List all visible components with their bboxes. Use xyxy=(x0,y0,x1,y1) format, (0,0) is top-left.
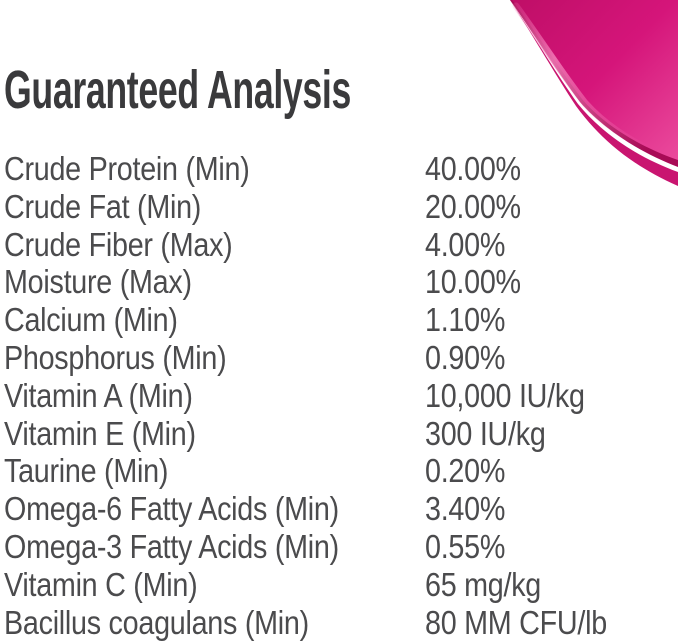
page-title: Guaranteed Analysis xyxy=(4,60,351,120)
nutrient-value: 10.00% xyxy=(425,263,521,301)
nutrient-value: 0.55% xyxy=(425,527,506,565)
table-row: Phosphorus (Min) 0.90% xyxy=(0,339,678,377)
nutrient-value: 1.10% xyxy=(425,301,506,339)
nutrient-value: 10,000 IU/kg xyxy=(425,376,585,414)
ribbon-dark-rim xyxy=(510,0,678,167)
table-row: Vitamin C (Min) 65 mg/kg xyxy=(0,566,678,604)
table-row: Vitamin A (Min) 10,000 IU/kg xyxy=(0,377,678,415)
nutrient-name: Omega-6 Fatty Acids (Min) xyxy=(4,490,339,528)
ribbon-white-gap xyxy=(510,0,678,172)
table-row: Crude Fiber (Max) 4.00% xyxy=(0,226,678,264)
analysis-table: Crude Protein (Min) 40.00% Crude Fat (Mi… xyxy=(0,150,678,641)
nutrient-value: 0.90% xyxy=(425,338,506,376)
table-row: Omega-6 Fatty Acids (Min) 3.40% xyxy=(0,490,678,528)
nutrient-name: Bacillus coagulans (Min) xyxy=(4,603,309,641)
nutrient-value: 80 MM CFU/lb xyxy=(425,603,607,641)
ribbon-body xyxy=(512,0,678,160)
table-row: Crude Protein (Min) 40.00% xyxy=(0,150,678,188)
table-row: Moisture (Max) 10.00% xyxy=(0,263,678,301)
table-row: Crude Fat (Min) 20.00% xyxy=(0,188,678,226)
nutrient-value: 20.00% xyxy=(425,187,521,225)
nutrient-name: Crude Fiber (Max) xyxy=(4,225,233,263)
table-row: Bacillus coagulans (Min) 80 MM CFU/lb xyxy=(0,604,678,642)
nutrient-value: 65 mg/kg xyxy=(425,565,542,603)
nutrient-name: Omega-3 Fatty Acids (Min) xyxy=(4,527,339,565)
nutrient-value: 40.00% xyxy=(425,150,521,187)
nutrient-name: Vitamin A (Min) xyxy=(4,376,193,414)
nutrient-name: Moisture (Max) xyxy=(4,263,192,301)
nutrient-value: 300 IU/kg xyxy=(425,414,546,452)
ribbon-gloss-highlight xyxy=(512,2,650,152)
table-row: Vitamin E (Min) 300 IU/kg xyxy=(0,415,678,453)
nutrient-name: Vitamin E (Min) xyxy=(4,414,196,452)
nutrient-value: 0.20% xyxy=(425,452,506,490)
nutrient-name: Phosphorus (Min) xyxy=(4,338,227,376)
table-row: Omega-3 Fatty Acids (Min) 0.55% xyxy=(0,528,678,566)
table-row: Taurine (Min) 0.20% xyxy=(0,452,678,490)
table-row: Calcium (Min) 1.10% xyxy=(0,301,678,339)
nutrient-value: 3.40% xyxy=(425,490,506,528)
nutrient-name: Crude Fat (Min) xyxy=(4,187,202,225)
nutrient-name: Taurine (Min) xyxy=(4,452,169,490)
nutrient-value: 4.00% xyxy=(425,225,506,263)
nutrient-name: Crude Protein (Min) xyxy=(4,150,250,187)
nutrient-name: Vitamin C (Min) xyxy=(4,565,198,603)
nutrient-name: Calcium (Min) xyxy=(4,301,178,339)
